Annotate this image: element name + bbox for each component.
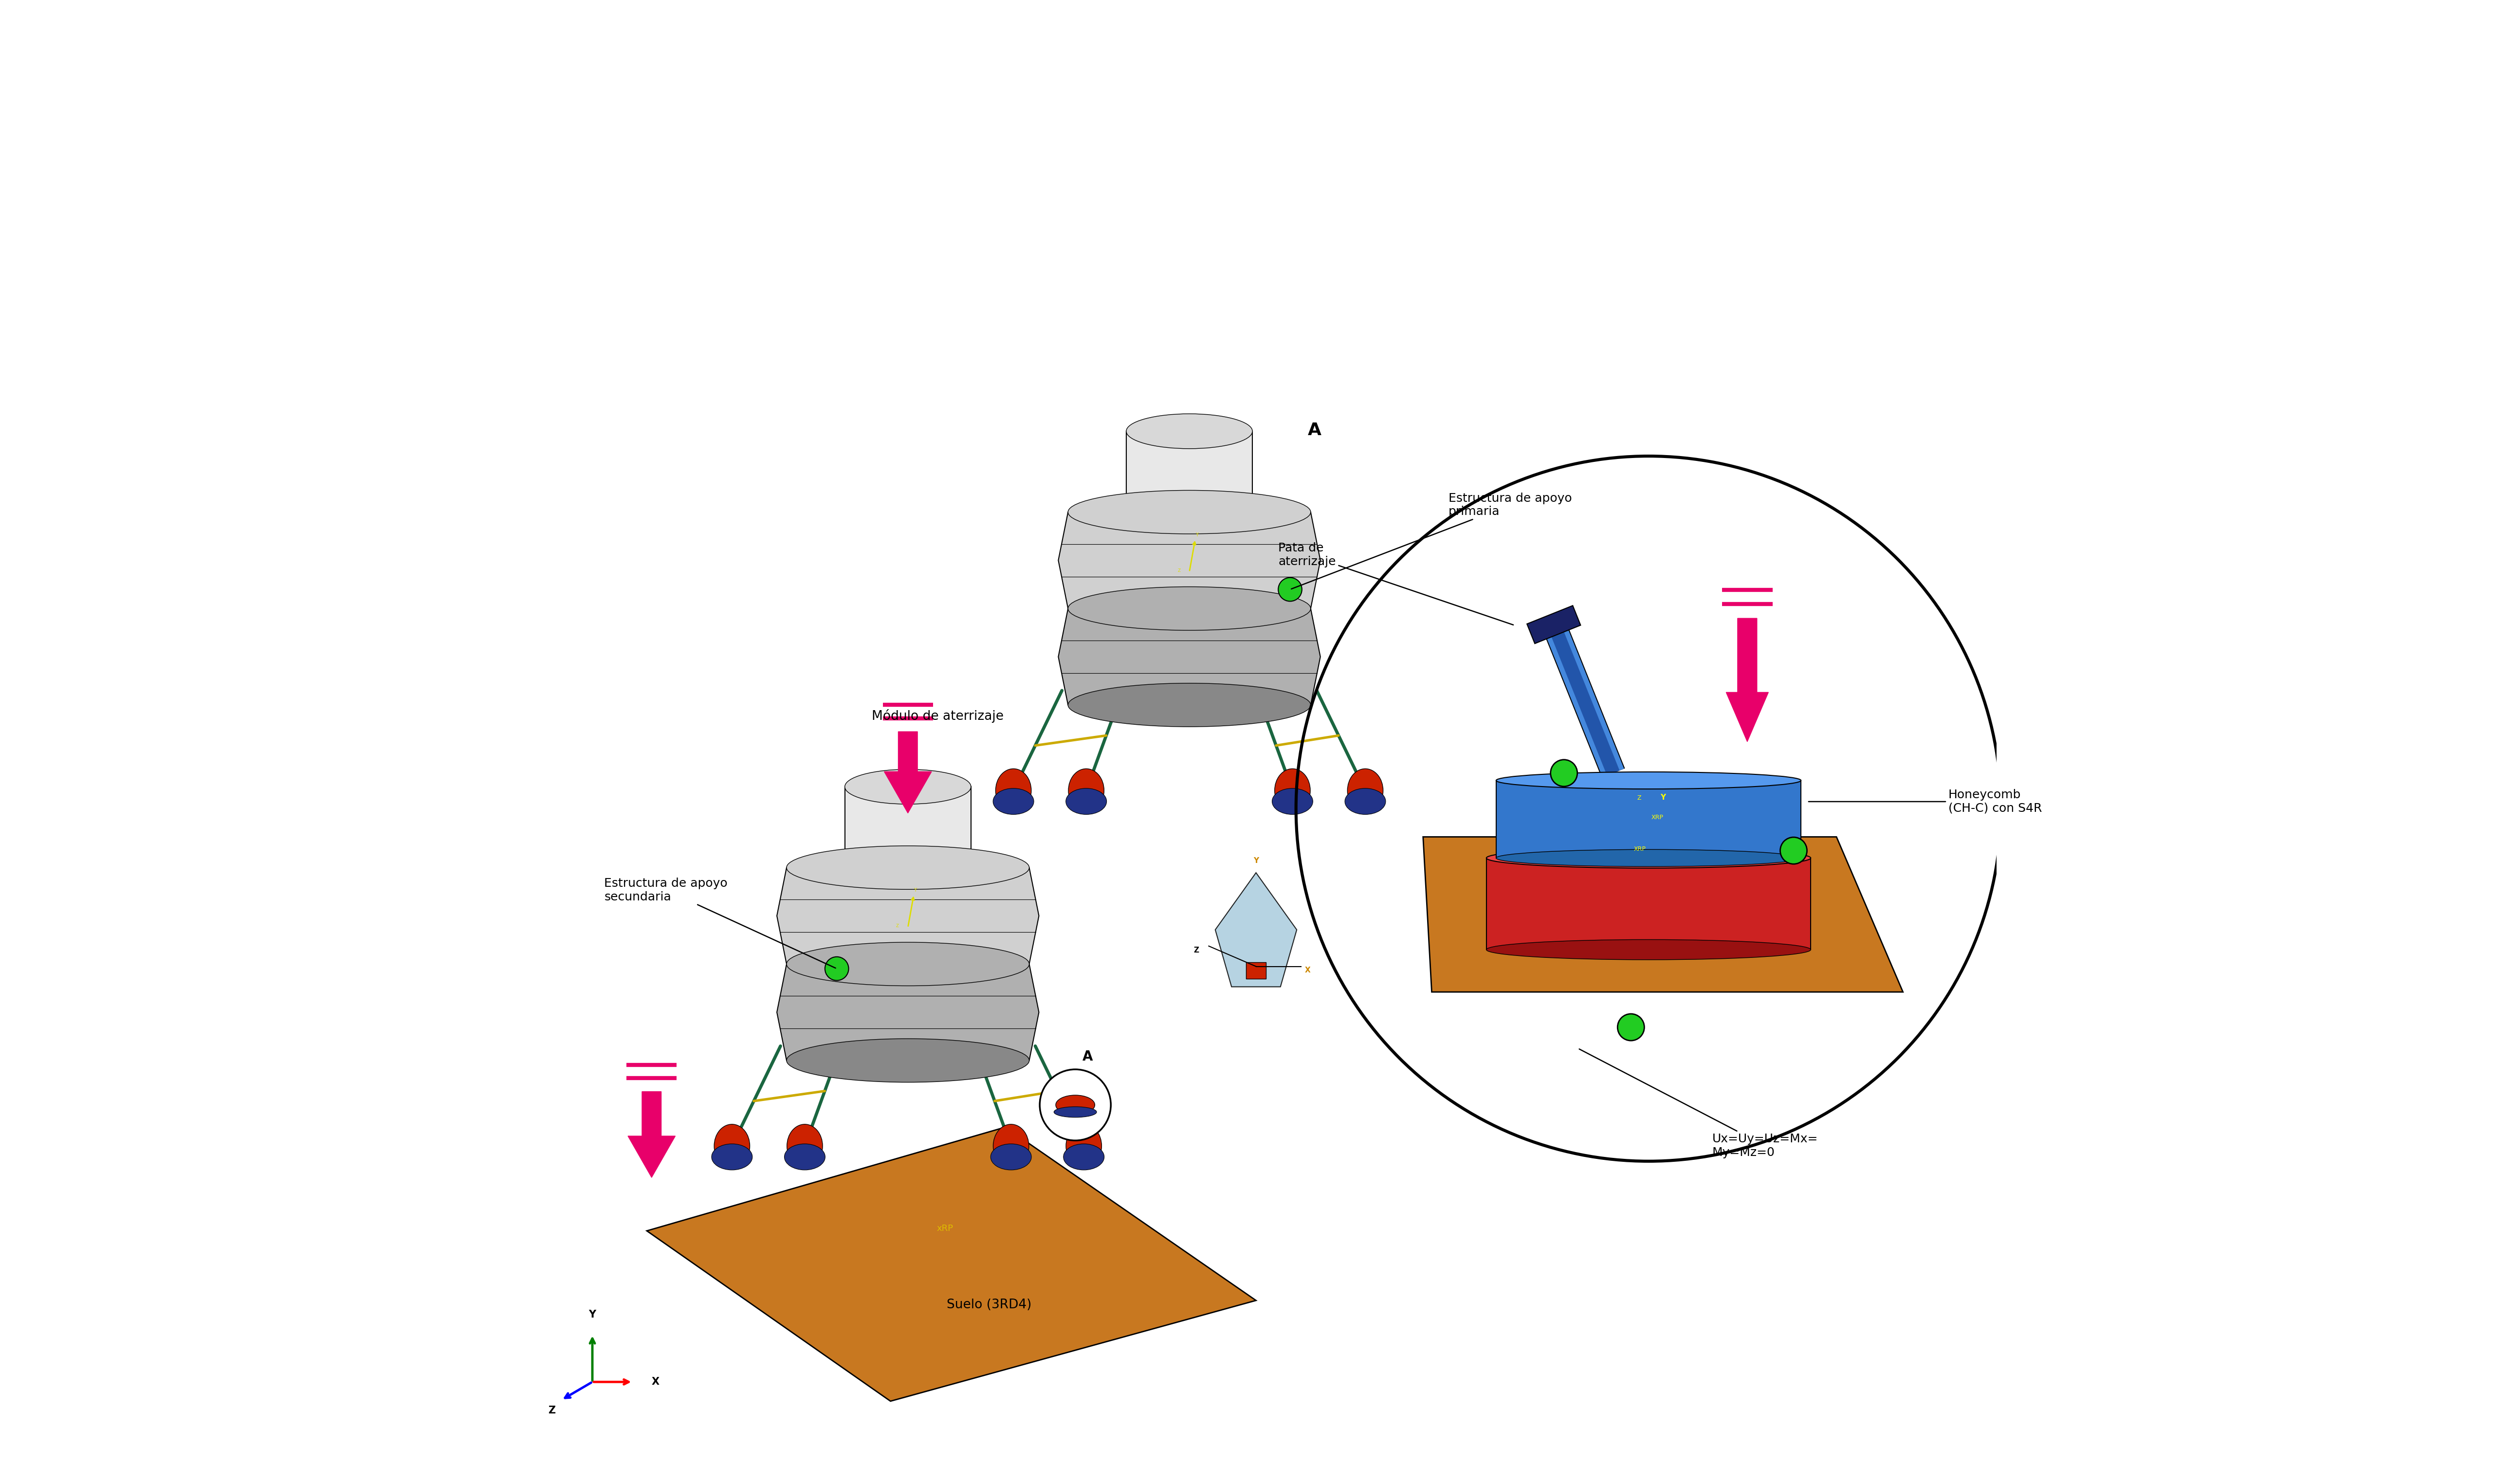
Text: X: X xyxy=(1304,968,1311,974)
Text: Y: Y xyxy=(1660,794,1665,801)
Circle shape xyxy=(1040,1070,1110,1141)
Ellipse shape xyxy=(1063,1144,1105,1169)
Ellipse shape xyxy=(1274,769,1311,812)
Polygon shape xyxy=(1424,837,1904,991)
Polygon shape xyxy=(1527,605,1580,644)
Circle shape xyxy=(824,957,849,981)
Ellipse shape xyxy=(1271,788,1314,815)
Text: Pata de
aterrizaje: Pata de aterrizaje xyxy=(1279,542,1512,625)
Polygon shape xyxy=(844,787,972,868)
Polygon shape xyxy=(1246,962,1266,978)
Polygon shape xyxy=(1058,512,1321,608)
Text: Z: Z xyxy=(897,925,899,929)
Circle shape xyxy=(1279,577,1301,601)
Ellipse shape xyxy=(1065,788,1108,815)
Ellipse shape xyxy=(1068,769,1105,812)
Ellipse shape xyxy=(1344,788,1387,815)
Text: Z: Z xyxy=(548,1405,555,1416)
Polygon shape xyxy=(776,868,1040,965)
Text: xRP: xRP xyxy=(937,1224,952,1233)
Text: Suelo (3RD4): Suelo (3RD4) xyxy=(947,1298,1032,1312)
Polygon shape xyxy=(1487,858,1811,950)
Text: Z: Z xyxy=(1193,947,1198,954)
Ellipse shape xyxy=(1125,414,1253,448)
Text: Z: Z xyxy=(1638,795,1640,801)
Polygon shape xyxy=(1497,781,1801,858)
Text: A: A xyxy=(1083,1049,1093,1064)
Ellipse shape xyxy=(990,1144,1032,1169)
Ellipse shape xyxy=(992,1125,1030,1168)
Ellipse shape xyxy=(1065,1125,1103,1168)
Text: Y: Y xyxy=(1253,858,1259,865)
Text: Y: Y xyxy=(588,1310,595,1319)
Circle shape xyxy=(1618,1014,1645,1040)
Polygon shape xyxy=(1125,432,1253,512)
Ellipse shape xyxy=(1497,772,1801,789)
Text: Estructura de apoyo
primaria: Estructura de apoyo primaria xyxy=(1291,493,1573,589)
Ellipse shape xyxy=(786,846,1030,889)
FancyArrow shape xyxy=(884,732,932,813)
Circle shape xyxy=(1550,760,1578,787)
Polygon shape xyxy=(1216,873,1296,987)
Ellipse shape xyxy=(844,769,972,804)
Text: X: X xyxy=(651,1377,661,1386)
Text: Ux=Uy=Uz=Mx=
My=Mz=0: Ux=Uy=Uz=Mx= My=Mz=0 xyxy=(1580,1049,1819,1158)
Ellipse shape xyxy=(786,1039,1030,1082)
Ellipse shape xyxy=(1487,847,1811,868)
Text: Estructura de apoyo
secundaria: Estructura de apoyo secundaria xyxy=(605,877,836,968)
Ellipse shape xyxy=(784,1144,824,1169)
FancyArrow shape xyxy=(628,1092,676,1177)
Ellipse shape xyxy=(1068,490,1311,534)
Circle shape xyxy=(1781,837,1806,864)
Ellipse shape xyxy=(711,1144,754,1169)
Ellipse shape xyxy=(992,788,1035,815)
Text: Y: Y xyxy=(914,887,917,893)
Ellipse shape xyxy=(1497,849,1801,867)
Text: A: A xyxy=(1309,421,1321,438)
Text: Módulo de aterrizaje: Módulo de aterrizaje xyxy=(872,709,1002,723)
Text: XRP: XRP xyxy=(1633,846,1645,852)
Polygon shape xyxy=(776,965,1040,1061)
FancyArrow shape xyxy=(1726,619,1768,742)
Ellipse shape xyxy=(1068,586,1311,631)
Ellipse shape xyxy=(1055,1107,1098,1117)
Ellipse shape xyxy=(995,769,1032,812)
Ellipse shape xyxy=(1068,683,1311,727)
Polygon shape xyxy=(1058,608,1321,705)
Ellipse shape xyxy=(1346,769,1384,812)
Ellipse shape xyxy=(1055,1095,1095,1114)
Ellipse shape xyxy=(1487,939,1811,960)
Ellipse shape xyxy=(786,942,1030,985)
Text: Z: Z xyxy=(1178,568,1181,573)
Polygon shape xyxy=(646,1128,1256,1401)
Ellipse shape xyxy=(786,1125,821,1168)
Text: XRP: XRP xyxy=(1650,815,1663,821)
Text: Honeycomb
(CH-C) con S4R: Honeycomb (CH-C) con S4R xyxy=(1809,789,2042,815)
Text: Y: Y xyxy=(1196,533,1198,537)
Ellipse shape xyxy=(713,1125,749,1168)
